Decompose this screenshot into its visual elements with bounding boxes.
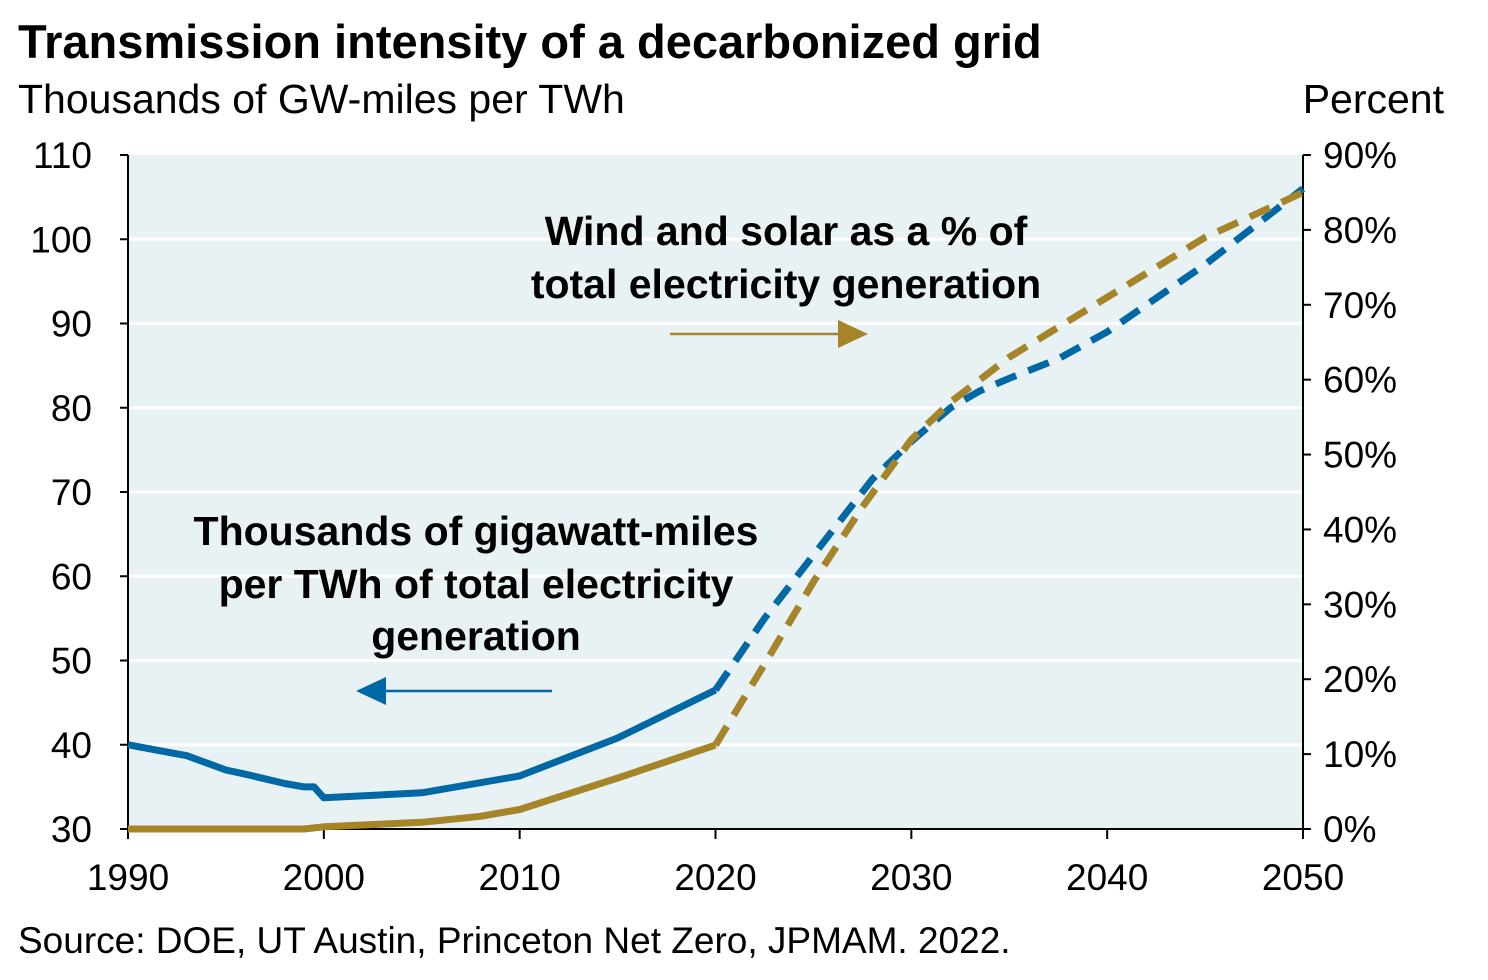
y2-tick-label: 30% (1323, 584, 1397, 625)
chart-title: Transmission intensity of a decarbonized… (18, 15, 1042, 68)
y-tick-label: 110 (33, 135, 92, 176)
y2-tick-label: 10% (1323, 734, 1397, 775)
wind-solar-projected-line (712, 189, 1305, 747)
x-tick-label: 2010 (479, 857, 561, 898)
y2-tick-label: 80% (1323, 210, 1397, 251)
x-tick-label: 2020 (674, 857, 756, 898)
y2-tick-label: 50% (1323, 435, 1397, 476)
y2-tick-label: 40% (1323, 509, 1397, 550)
x-tick-label: 2000 (283, 857, 365, 898)
left-axis-label: Thousands of GW-miles per TWh (18, 76, 625, 122)
blue-annotation-line2: per TWh of total electricity (219, 561, 734, 607)
y2-tick-label: 90% (1323, 135, 1397, 176)
y-tick-label: 100 (30, 219, 92, 260)
y-tick-label: 50 (51, 641, 92, 682)
y-tick-label: 70 (51, 472, 92, 513)
y2-tick-label: 20% (1323, 659, 1397, 700)
y2-tick-label: 60% (1323, 360, 1397, 401)
blue-annotation-line1: Thousands of gigawatt-miles (194, 508, 759, 554)
x-tick-label: 1990 (87, 857, 169, 898)
y-tick-label: 30 (51, 809, 92, 850)
gold-annotation-line1: Wind and solar as a % of (545, 208, 1028, 254)
y-tick-label: 60 (51, 556, 92, 597)
gold-annotation-line2: total electricity generation (531, 261, 1041, 307)
blue-annotation-line3: generation (371, 613, 581, 659)
gw-miles-historical-line (127, 686, 718, 802)
right-axis-label: Percent (1302, 76, 1444, 122)
wind-solar-historical-line (128, 741, 717, 833)
y-tick-label: 80 (51, 388, 92, 429)
y2-tick-label: 70% (1323, 285, 1397, 326)
left-arrow-icon (356, 677, 386, 705)
source-note: Source: DOE, UT Austin, Princeton Net Ze… (18, 920, 1011, 961)
y-tick-label: 40 (51, 725, 92, 766)
x-tick-label: 2040 (1066, 857, 1148, 898)
x-tick-label: 2030 (870, 857, 952, 898)
x-tick-label: 2050 (1262, 857, 1344, 898)
gw-miles-projected-line (712, 185, 1306, 692)
right-arrow-icon (838, 320, 868, 348)
y-tick-label: 90 (51, 304, 92, 345)
y2-tick-label: 0% (1323, 809, 1376, 850)
